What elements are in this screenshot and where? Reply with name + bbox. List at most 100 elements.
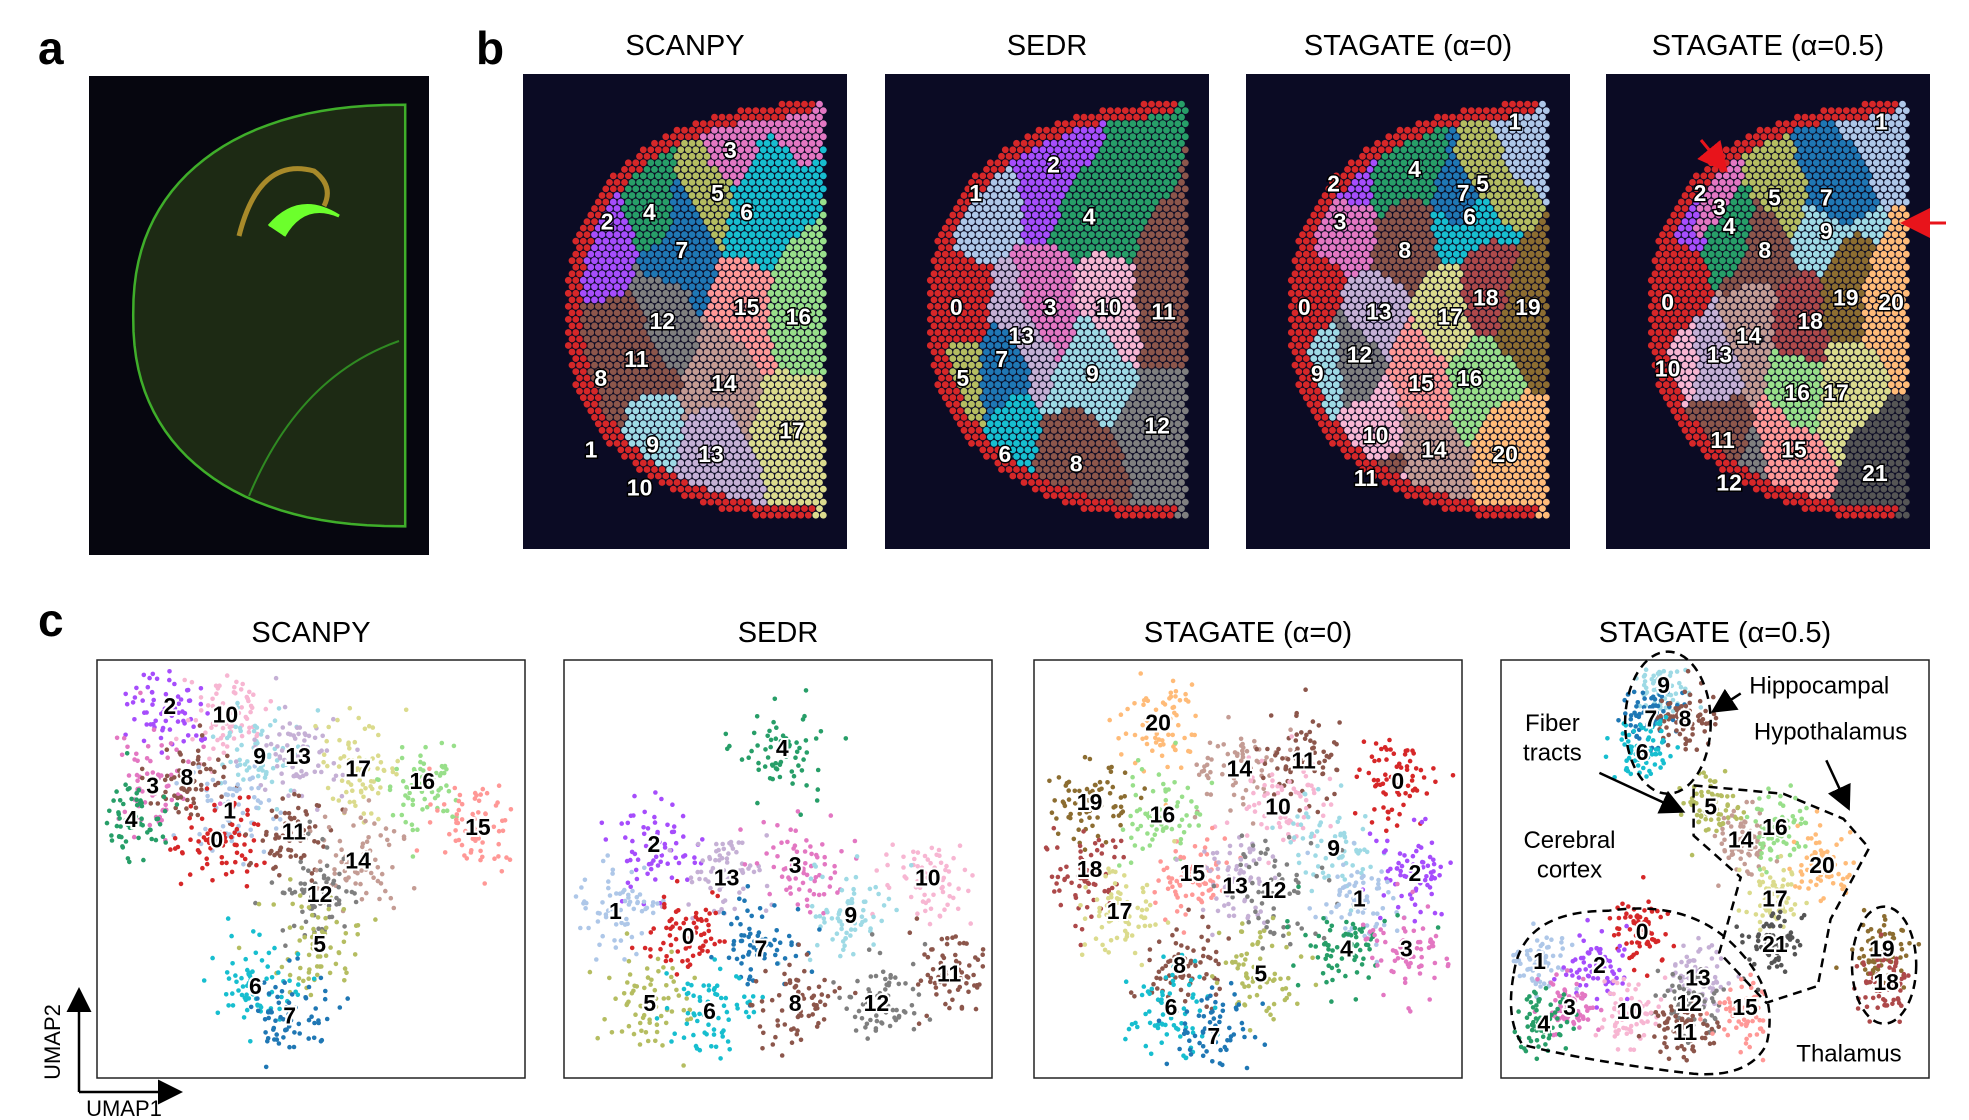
- spot: [1479, 257, 1486, 265]
- spot: [990, 296, 998, 304]
- spot: [651, 400, 658, 408]
- spot: [1291, 322, 1299, 330]
- spot: [1374, 205, 1381, 212]
- spot: [1043, 179, 1050, 186]
- spot: [1148, 348, 1155, 356]
- spot: [722, 172, 730, 180]
- spot: [756, 426, 763, 434]
- spot: [789, 133, 797, 141]
- spot: [793, 139, 801, 147]
- spot: [748, 179, 756, 186]
- spot: [1426, 283, 1434, 291]
- spot: [1140, 322, 1148, 330]
- spot: [624, 276, 632, 284]
- spot: [1366, 257, 1374, 265]
- spot: [741, 479, 748, 486]
- spot: [1088, 348, 1095, 356]
- spot: [722, 381, 730, 389]
- spot: [759, 107, 767, 114]
- spot: [1001, 250, 1009, 258]
- spot: [1340, 185, 1348, 193]
- spot: [774, 250, 782, 258]
- spot: [1088, 166, 1095, 173]
- spot: [1542, 368, 1550, 375]
- spot: [1355, 224, 1363, 232]
- spot: [782, 107, 790, 114]
- spot: [808, 387, 816, 395]
- spot: [662, 316, 670, 323]
- spot: [1377, 237, 1385, 245]
- spot: [1370, 368, 1378, 375]
- spot: [1099, 381, 1107, 389]
- spot: [1509, 179, 1516, 186]
- spot: [1163, 179, 1170, 186]
- spot: [752, 342, 760, 349]
- spot: [1295, 329, 1303, 336]
- spot: [1159, 211, 1167, 219]
- spot: [1001, 172, 1009, 180]
- spot: [688, 374, 696, 382]
- spot: [789, 407, 797, 415]
- spot: [1009, 394, 1017, 402]
- spot: [737, 303, 745, 310]
- spot: [1509, 270, 1516, 278]
- spot: [1024, 472, 1032, 480]
- spot: [1001, 146, 1009, 154]
- spot: [1531, 283, 1539, 291]
- spot: [1497, 303, 1505, 310]
- spot: [1009, 368, 1017, 375]
- spot: [707, 420, 715, 428]
- spot: [1490, 159, 1498, 167]
- spot: [1020, 466, 1028, 473]
- spot: [737, 316, 745, 323]
- spot: [1035, 296, 1043, 304]
- spot: [1013, 139, 1020, 147]
- spot: [752, 511, 760, 519]
- spot: [576, 335, 583, 343]
- spot: [816, 283, 823, 291]
- spot: [703, 413, 711, 421]
- spot: [1170, 113, 1178, 121]
- spot: [1501, 244, 1509, 252]
- spot: [617, 303, 625, 310]
- spot: [1118, 426, 1125, 434]
- spot: [1166, 146, 1174, 154]
- spot: [707, 498, 715, 506]
- spot: [587, 211, 595, 219]
- spot: [1426, 192, 1434, 199]
- spot: [602, 198, 610, 206]
- spot: [1009, 198, 1017, 206]
- spot: [1013, 152, 1020, 160]
- spot: [804, 159, 812, 167]
- spot: [1445, 355, 1453, 362]
- spot: [722, 211, 730, 219]
- spot: [1028, 413, 1035, 421]
- spot: [1046, 224, 1054, 232]
- spot: [1001, 381, 1009, 389]
- spot: [1494, 179, 1501, 186]
- spot: [1415, 133, 1423, 141]
- spot: [938, 257, 945, 265]
- spot: [1452, 237, 1460, 245]
- spot: [594, 394, 602, 402]
- spot: [748, 218, 756, 226]
- spot: [1422, 355, 1430, 362]
- spot: [748, 244, 756, 252]
- spot: [639, 316, 647, 323]
- spot: [1069, 224, 1077, 232]
- spot: [1512, 355, 1520, 362]
- spot: [804, 303, 812, 310]
- spot: [703, 400, 711, 408]
- spot: [651, 413, 658, 421]
- spot: [1325, 237, 1333, 245]
- spot: [711, 218, 718, 226]
- spot: [688, 139, 696, 147]
- spot: [748, 322, 756, 330]
- spot: [1381, 192, 1389, 199]
- spot: [1136, 159, 1144, 167]
- spot: [1058, 479, 1065, 486]
- spot: [718, 361, 726, 369]
- spot: [1539, 257, 1546, 265]
- tissue-boundary: [248, 340, 400, 497]
- spot: [1520, 263, 1528, 271]
